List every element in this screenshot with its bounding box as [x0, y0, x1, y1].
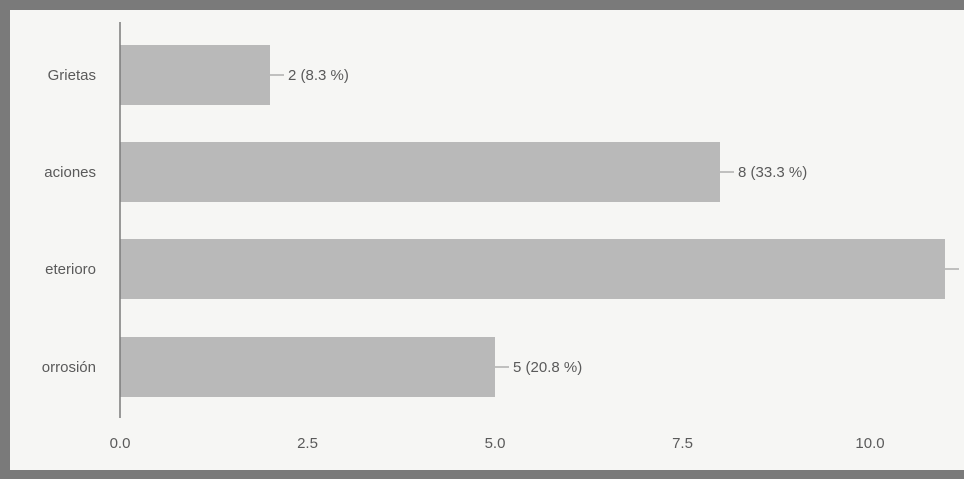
x-tick-label-3: 7.5	[672, 435, 693, 452]
data-label-0: 2 (8.3 %)	[288, 67, 349, 84]
category-labels-group: Grietas aciones eterioro orrosión	[42, 67, 96, 376]
data-labels-group: 2 (8.3 %)8 (33.3 %)15 (20.8 %)	[288, 67, 964, 376]
bar-0	[120, 45, 270, 105]
data-label-3: 5 (20.8 %)	[513, 359, 582, 376]
data-label-1: 8 (33.3 %)	[738, 164, 807, 181]
x-tick-labels-group: 0.0 2.5 5.0 7.5 10.0	[110, 435, 885, 452]
bar-chart: Grietas aciones eterioro orrosión 2 (8.3 %)…	[42, 22, 964, 452]
x-tick-label-1: 2.5	[297, 435, 318, 452]
category-label-1: aciones	[44, 164, 96, 181]
bar-1	[120, 142, 720, 202]
chart-panel: Grietas aciones eterioro orrosión 2 (8.3 %)…	[10, 10, 964, 470]
bars-group	[120, 45, 945, 397]
leader-lines-group	[270, 74, 959, 368]
x-tick-label-0: 0.0	[110, 435, 131, 452]
bar-3	[120, 337, 495, 397]
category-label-3: orrosión	[42, 359, 96, 376]
x-tick-label-2: 5.0	[485, 435, 506, 452]
x-tick-label-4: 10.0	[855, 435, 884, 452]
category-label-2: eterioro	[45, 261, 96, 278]
category-label-0: Grietas	[48, 67, 96, 84]
bar-2	[120, 239, 945, 299]
